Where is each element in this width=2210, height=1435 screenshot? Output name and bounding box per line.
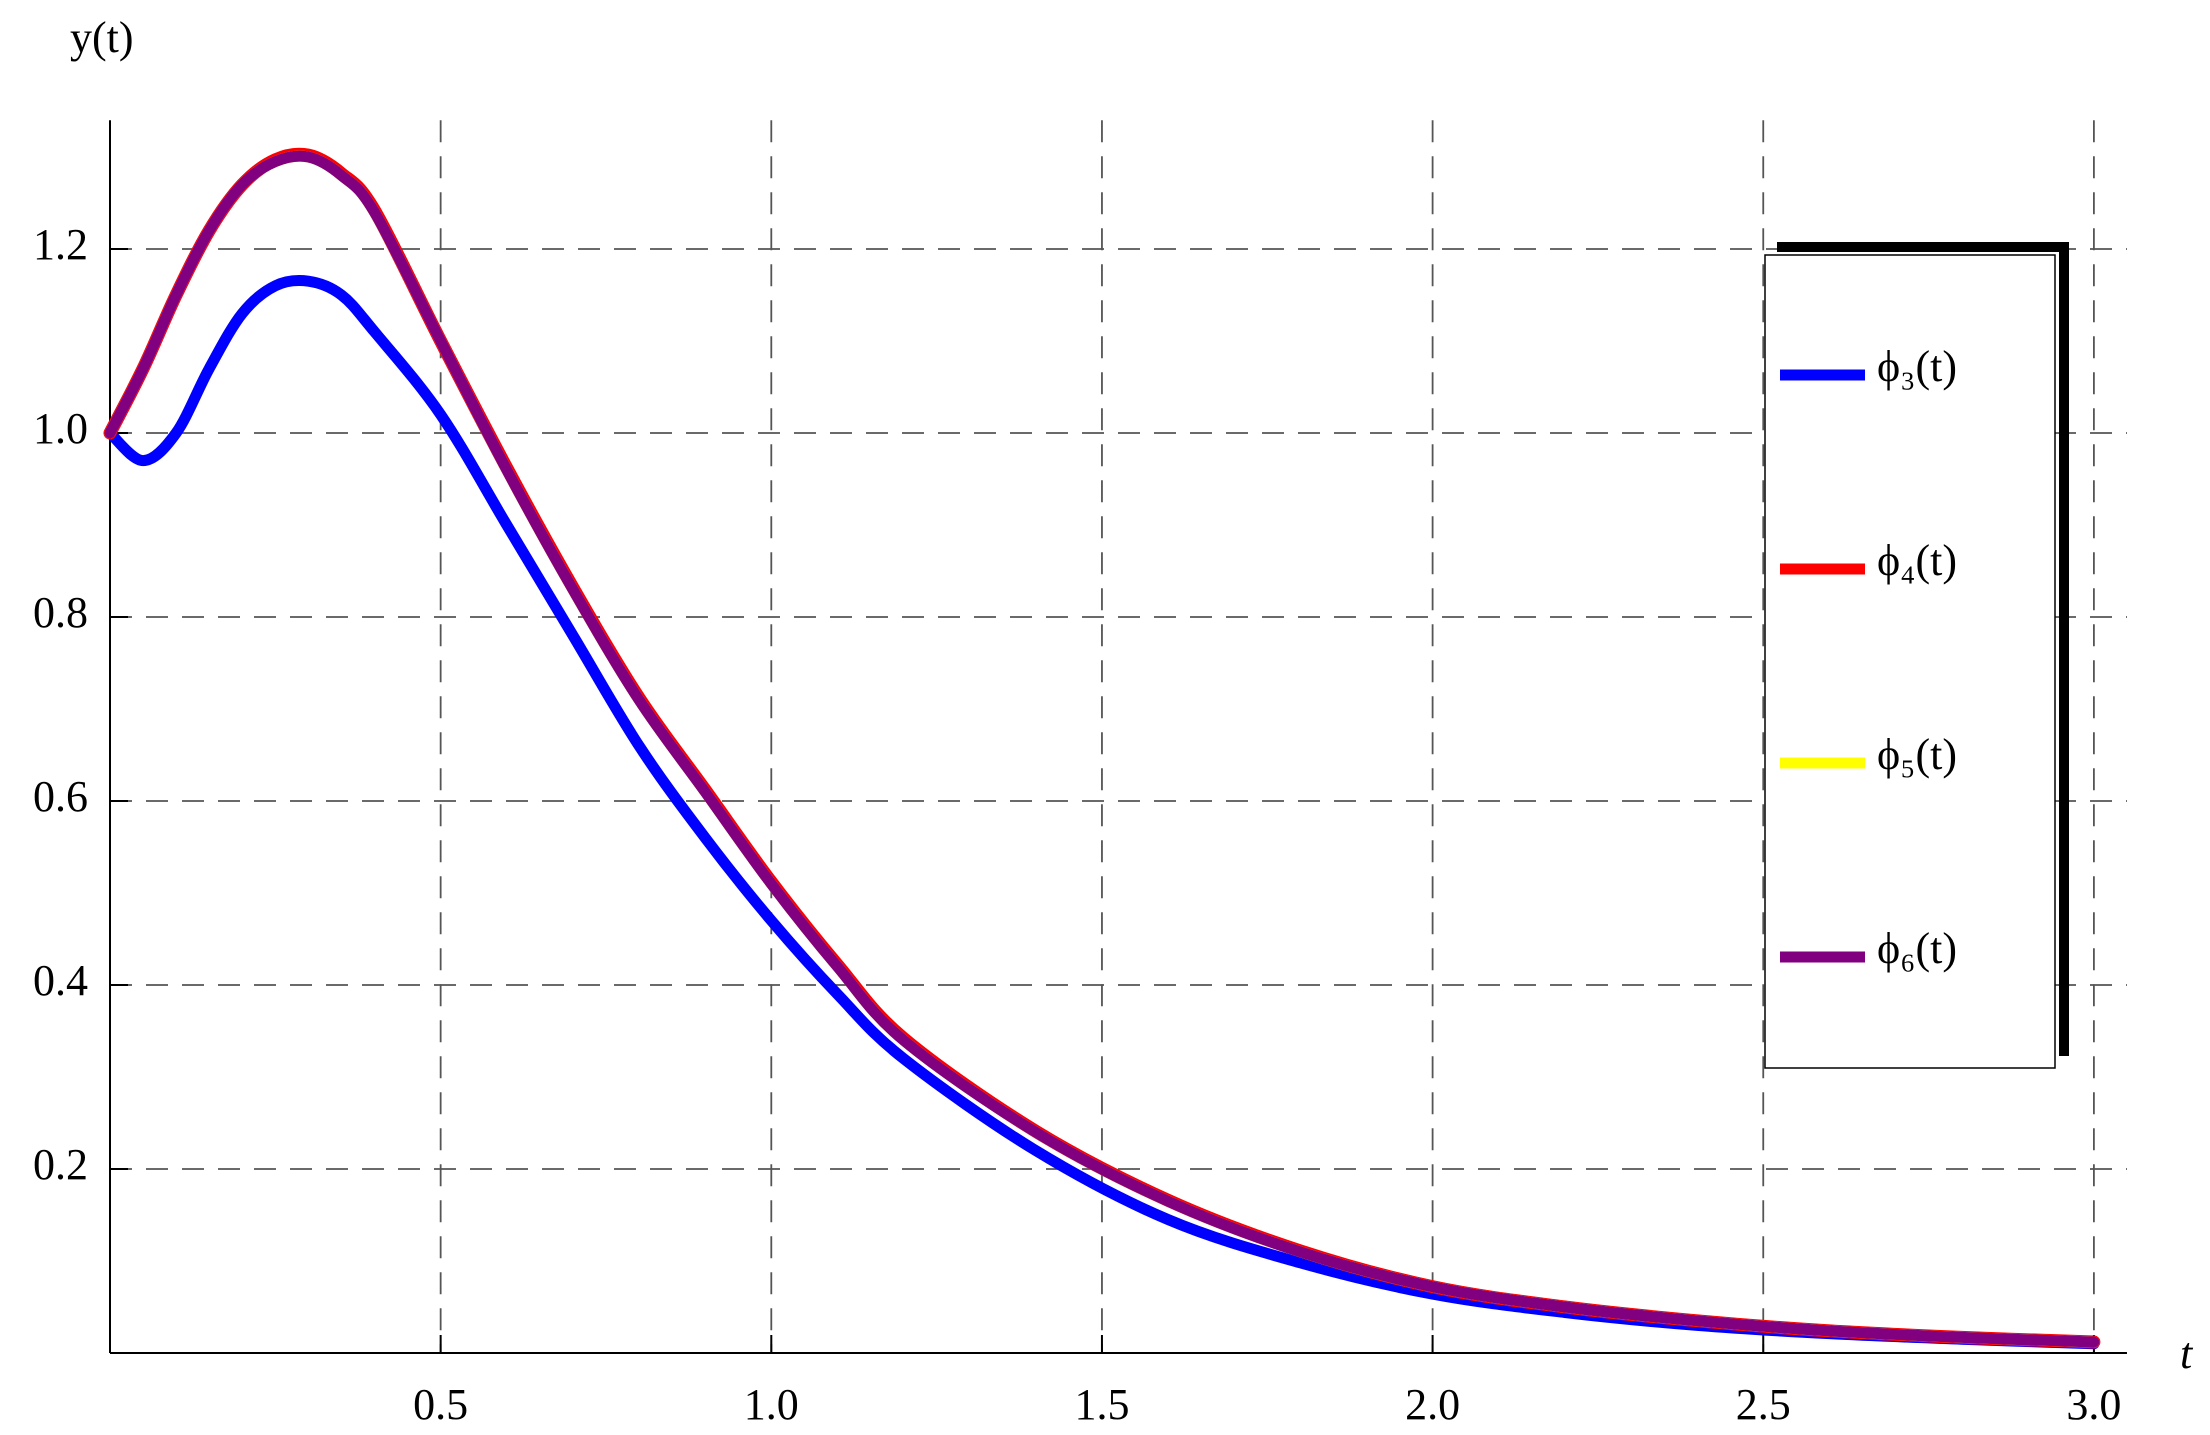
legend-shadow	[1777, 242, 2069, 1056]
x-tick-label: 3.0	[2066, 1380, 2121, 1429]
series-line	[104, 150, 2100, 1348]
legend-label: ϕ₄(t)	[1877, 536, 1957, 585]
legend-label: ϕ₅(t)	[1877, 730, 1957, 779]
legend-box	[1764, 254, 2056, 1069]
y-tick-label: 1.0	[33, 404, 88, 453]
x-tick-label: 0.5	[413, 1380, 468, 1429]
y-tick-label: 0.8	[33, 588, 88, 637]
legend-label: ϕ₆(t)	[1877, 924, 1957, 973]
x-tick-label: 1.0	[744, 1380, 799, 1429]
x-axis-label: t	[2180, 1329, 2194, 1378]
x-tick-label: 2.5	[1736, 1380, 1791, 1429]
y-tick-label: 0.6	[33, 772, 88, 821]
y-axis-label: y(t)	[70, 13, 134, 62]
legend-label: ϕ₃(t)	[1877, 342, 1957, 391]
x-tick-label: 1.5	[1074, 1380, 1129, 1429]
y-tick-label: 0.2	[33, 1140, 88, 1189]
y-tick-label: 0.4	[33, 956, 88, 1005]
y-tick-label: 1.2	[33, 220, 88, 269]
x-tick-label: 2.0	[1405, 1380, 1460, 1429]
